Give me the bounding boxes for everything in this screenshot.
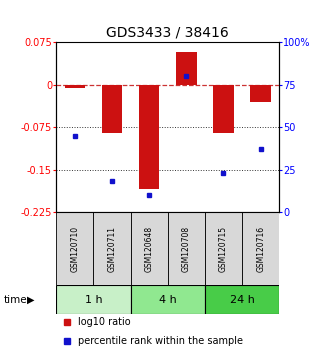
Bar [205, 212, 242, 285]
Bar [205, 285, 279, 314]
Bar [131, 285, 205, 314]
Bar [176, 52, 196, 85]
Text: percentile rank within the sample: percentile rank within the sample [78, 336, 244, 346]
Text: 1 h: 1 h [84, 295, 102, 304]
Text: 24 h: 24 h [230, 295, 255, 304]
Text: GSM120648: GSM120648 [145, 226, 154, 272]
Bar [242, 212, 279, 285]
Bar [102, 85, 122, 133]
Bar [65, 85, 85, 88]
Text: GSM120711: GSM120711 [108, 226, 117, 272]
Bar [56, 212, 93, 285]
Text: time: time [3, 295, 27, 304]
Bar [213, 85, 234, 133]
Text: GSM120716: GSM120716 [256, 226, 265, 272]
Bar [250, 85, 271, 102]
Text: GSM120715: GSM120715 [219, 226, 228, 272]
Bar [56, 285, 131, 314]
Bar [139, 85, 159, 189]
Text: GSM120708: GSM120708 [182, 226, 191, 272]
Bar [131, 212, 168, 285]
Bar [168, 212, 205, 285]
Text: 4 h: 4 h [159, 295, 177, 304]
Text: ▶: ▶ [27, 295, 35, 304]
Title: GDS3433 / 38416: GDS3433 / 38416 [106, 26, 229, 40]
Text: GSM120710: GSM120710 [70, 226, 79, 272]
Bar [93, 212, 131, 285]
Text: log10 ratio: log10 ratio [78, 317, 131, 327]
